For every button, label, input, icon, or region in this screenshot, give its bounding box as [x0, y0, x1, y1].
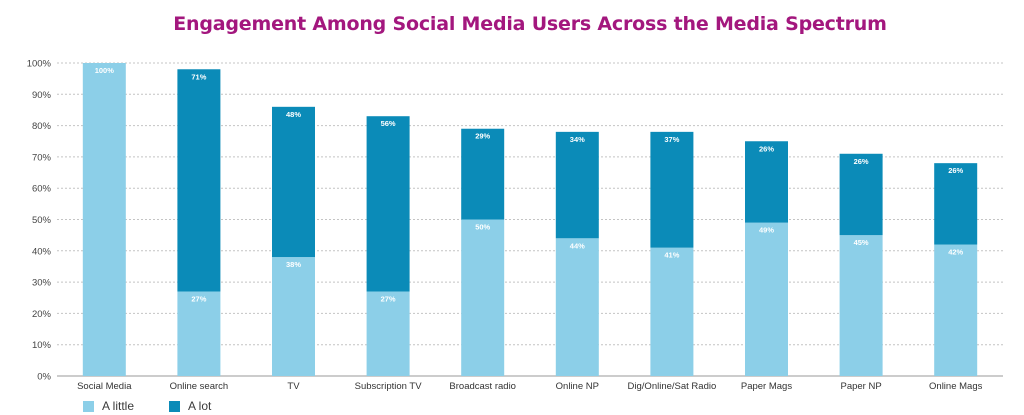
bar-a-little — [366, 291, 410, 376]
data-label-a-lot: 56% — [381, 119, 396, 128]
bar-a-little — [555, 238, 599, 376]
data-label-a-lot: 34% — [570, 135, 585, 144]
y-tick-label: 70% — [32, 152, 52, 163]
data-label-a-lot: 26% — [948, 166, 963, 175]
bar-a-lot — [745, 141, 788, 223]
data-label-a-lot: 26% — [759, 144, 774, 153]
bar-a-little — [934, 244, 978, 376]
data-label-a-lot: 48% — [286, 110, 301, 119]
bar-a-lot — [934, 163, 978, 245]
bar-a-lot — [272, 106, 315, 258]
data-label-a-little: 45% — [854, 238, 869, 247]
data-label-a-little: 44% — [570, 241, 585, 250]
y-tick-label: 10% — [32, 340, 52, 351]
y-tick-label: 30% — [32, 278, 52, 289]
x-tick-label: Paper NP — [841, 381, 882, 392]
data-label-a-little: 27% — [381, 294, 396, 303]
data-label-a-lot: 37% — [664, 135, 679, 144]
y-tick-label: 20% — [32, 309, 52, 320]
y-tick-label: 50% — [32, 215, 52, 226]
data-label-a-little: 38% — [286, 260, 301, 269]
bar-a-little — [82, 63, 126, 376]
data-label-a-little: 100% — [95, 66, 115, 75]
x-tick-label: Online search — [170, 381, 229, 392]
legend-item-a-little: A little — [83, 399, 134, 413]
data-label-a-lot: 26% — [854, 157, 869, 166]
bar-a-lot — [461, 128, 505, 220]
x-tick-label: Broadcast radio — [449, 381, 516, 392]
x-tick-label: Dig/Online/Sat Radio — [628, 381, 717, 392]
y-tick-label: 0% — [37, 372, 51, 383]
bar-a-little — [839, 235, 883, 376]
y-tick-label: 90% — [32, 90, 52, 101]
x-tick-label: Online Mags — [929, 381, 983, 392]
legend-swatch-a-little — [83, 400, 94, 412]
x-tick-label: Social Media — [77, 381, 132, 392]
y-tick-label: 40% — [32, 246, 52, 257]
bar-a-little — [272, 257, 315, 376]
legend-item-a-lot: A lot — [169, 399, 211, 413]
bar-a-lot — [555, 131, 599, 239]
legend-swatch-a-lot — [169, 400, 180, 412]
x-tick-label: Subscription TV — [355, 381, 423, 392]
data-label-a-lot: 71% — [191, 72, 206, 81]
bar-a-lot — [839, 153, 883, 236]
y-tick-label: 100% — [27, 59, 52, 70]
x-tick-label: Online NP — [556, 381, 599, 392]
y-tick-label: 80% — [32, 121, 52, 132]
bar-a-little — [177, 291, 221, 376]
bar-a-little — [745, 222, 788, 376]
chart-title: Engagement Among Social Media Users Acro… — [173, 13, 887, 35]
data-label-a-little: 27% — [191, 294, 206, 303]
y-tick-label: 60% — [32, 184, 52, 195]
bar-a-little — [650, 247, 694, 376]
data-label-a-little: 50% — [475, 223, 490, 232]
bar-a-lot — [177, 69, 221, 292]
x-tick-label: TV — [287, 381, 300, 392]
data-label-a-little: 42% — [948, 248, 963, 257]
data-label-a-lot: 29% — [475, 132, 490, 141]
data-label-a-little: 49% — [759, 226, 774, 235]
bar-a-lot — [366, 116, 410, 292]
legend-label-a-lot: A lot — [188, 399, 212, 413]
bar-a-little — [461, 219, 505, 376]
legend-label-a-little: A little — [102, 399, 135, 413]
x-tick-label: Paper Mags — [741, 381, 792, 392]
data-label-a-little: 41% — [664, 251, 679, 260]
bar-a-lot — [650, 131, 694, 248]
